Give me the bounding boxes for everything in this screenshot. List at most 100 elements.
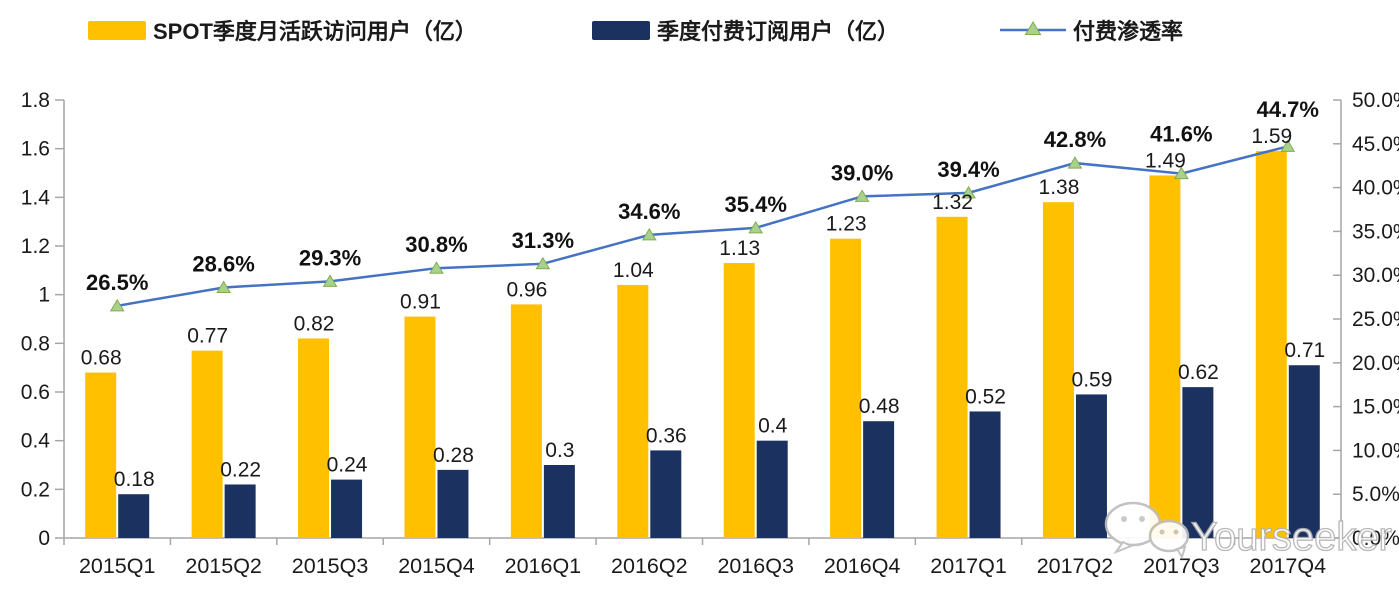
bar-mau	[510, 304, 542, 538]
penetration-line	[116, 145, 1289, 308]
right-axis-tick-label: 35.0%	[1352, 220, 1399, 243]
mau-value-label: 1.38	[1039, 176, 1080, 199]
watermark: Yourseeker	[1104, 501, 1393, 560]
mau-bar-swatch	[88, 20, 146, 40]
legend-label-mau: SPOT季度月活跃访问用户（亿）	[153, 19, 477, 44]
triangle-marker	[109, 298, 125, 312]
penetration-rate-label: 26.5%	[86, 270, 148, 295]
bar-mau	[723, 263, 755, 538]
mau-value-label: 0.96	[506, 278, 547, 301]
right-axis-tick-label: 10.0%	[1352, 439, 1399, 462]
x-axis-category-label: 2015Q4	[398, 554, 475, 578]
left-axis-tick-label: 1.8	[21, 89, 50, 112]
bar-mau	[830, 238, 862, 538]
triangle-marker	[535, 256, 551, 270]
bar-subs	[437, 469, 469, 538]
left-axis-tick-label: 1	[38, 284, 50, 307]
subs-value-label: 0.18	[114, 468, 155, 491]
mau-value-label: 0.77	[187, 325, 228, 348]
right-axis-tick-label: 40.0%	[1352, 177, 1399, 200]
wechat-icon	[1104, 501, 1190, 560]
left-axis-tick-label: 0.8	[21, 332, 50, 355]
legend-item-subs: 季度付费订阅用户（亿）	[592, 14, 899, 46]
mau-value-label: 0.68	[81, 347, 122, 370]
triangle-marker	[641, 227, 657, 241]
subs-bar-swatch	[592, 20, 650, 40]
right-axis-tick-label: 20.0%	[1352, 352, 1399, 375]
bar-subs	[863, 421, 895, 538]
bar-subs	[969, 411, 1001, 538]
subs-value-label: 0.28	[433, 444, 474, 467]
penetration-rate-label: 31.3%	[512, 228, 574, 253]
bar-mau	[85, 372, 117, 538]
x-axis-category-label: 2015Q3	[292, 554, 369, 578]
mau-value-label: 1.49	[1145, 149, 1186, 172]
subs-value-label: 0.22	[220, 458, 261, 481]
left-axis-tick-label: 0.4	[21, 430, 51, 453]
legend-label-rate: 付费渗透率	[1073, 19, 1184, 44]
mau-value-label: 1.04	[613, 259, 654, 282]
subs-value-label: 0.3	[545, 439, 574, 462]
x-axis-category-label: 2016Q2	[611, 554, 688, 578]
subs-value-label: 0.48	[859, 395, 900, 418]
subs-value-label: 0.52	[965, 385, 1006, 408]
right-axis-tick-label: 30.0%	[1352, 264, 1399, 287]
triangle-marker	[216, 280, 232, 293]
penetration-rate-label: 42.8%	[1044, 127, 1106, 152]
left-axis-tick-label: 0	[38, 527, 50, 550]
penetration-rate-label: 28.6%	[192, 251, 254, 276]
subs-value-label: 0.4	[758, 415, 788, 438]
left-axis-tick-label: 1.2	[21, 235, 50, 258]
line-triangle-marker-swatch	[1000, 21, 1066, 35]
right-axis-tick-label: 0.0%	[1352, 527, 1399, 550]
legend-item-mau: SPOT季度月活跃访问用户（亿）	[88, 14, 477, 46]
penetration-rate-label: 41.6%	[1150, 121, 1212, 146]
penetration-rate-label: 29.3%	[299, 245, 361, 270]
triangle-marker	[429, 261, 444, 274]
x-axis-category-label: 2016Q4	[824, 554, 901, 578]
bar-mau	[1042, 202, 1074, 538]
right-axis-tick-label: 5.0%	[1352, 483, 1399, 506]
mau-value-label: 0.82	[294, 312, 335, 335]
left-axis-tick-label: 0.2	[21, 478, 50, 501]
left-axis-tick-label: 1.6	[21, 138, 50, 161]
x-axis-category-label: 2017Q4	[1250, 554, 1327, 578]
right-axis-tick-label: 45.0%	[1352, 133, 1399, 156]
bar-subs	[118, 494, 150, 538]
mau-value-label: 1.23	[826, 213, 867, 236]
triangle-marker	[1174, 166, 1189, 180]
x-axis-category-label: 2015Q1	[79, 554, 156, 578]
subs-value-label: 0.24	[327, 454, 368, 477]
subs-value-label: 0.36	[646, 424, 687, 447]
legend-item-rate: 付费渗透率	[1000, 14, 1183, 46]
x-axis-category-label: 2017Q3	[1143, 554, 1220, 578]
bar-mau	[191, 350, 223, 538]
penetration-rate-label: 39.4%	[937, 157, 999, 182]
left-axis-tick-label: 0.6	[21, 381, 50, 404]
triangle-marker	[1280, 139, 1296, 152]
bar-subs	[1075, 394, 1107, 538]
bar-subs	[224, 484, 256, 538]
triangle-marker	[1067, 156, 1083, 169]
x-axis-category-label: 2017Q2	[1037, 554, 1114, 578]
bar-mau	[404, 316, 436, 538]
triangle-marker	[961, 185, 976, 199]
penetration-rate-label: 44.7%	[1257, 97, 1319, 122]
penetration-rate-label: 30.8%	[405, 232, 467, 257]
subs-value-label: 0.62	[1178, 361, 1219, 384]
x-axis-category-label: 2016Q3	[717, 554, 794, 578]
right-axis-tick-label: 15.0%	[1352, 396, 1399, 419]
penetration-rate-label: 39.0%	[831, 160, 893, 185]
right-axis-tick-label: 50.0%	[1352, 89, 1399, 112]
bar-subs	[756, 440, 788, 538]
legend-label-subs: 季度付费订阅用户（亿）	[657, 19, 900, 44]
bar-subs	[331, 479, 363, 538]
mau-value-label: 1.32	[932, 191, 973, 214]
penetration-rate-label: 35.4%	[725, 192, 787, 217]
left-axis-tick-label: 1.4	[21, 186, 51, 209]
bar-subs	[1288, 365, 1320, 538]
mau-value-label: 0.91	[400, 291, 441, 314]
x-axis-category-label: 2017Q1	[930, 554, 1007, 578]
